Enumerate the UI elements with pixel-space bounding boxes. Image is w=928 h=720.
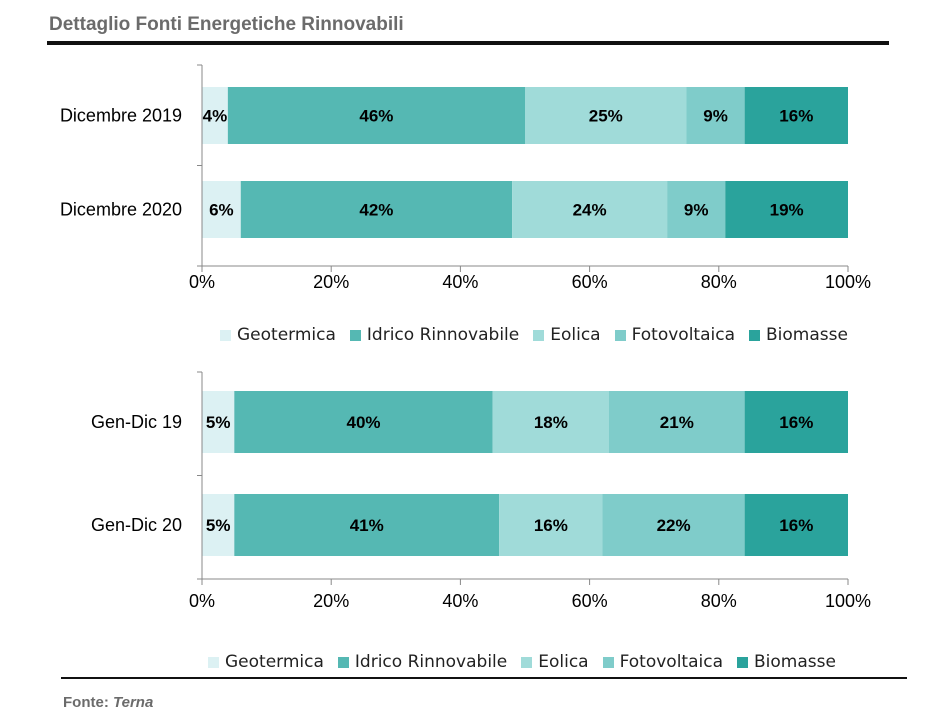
legend-label: Idrico Rinnovabile (354, 652, 508, 672)
footer-divider (61, 677, 907, 679)
bar-segment-idrico-rinnovabile-dicembre-2019 (227, 87, 525, 144)
legend-item-idrico-rinnovabile: Idrico Rinnovabile (349, 325, 520, 345)
bar-segment-eolica-dicembre-2020 (512, 181, 668, 238)
legend-item-eolica: Eolica (521, 652, 589, 672)
data-label-idrico-rinnovabile-gen-dic-20: 41% (350, 516, 384, 535)
data-label-eolica-gen-dic-19: 18% (534, 413, 568, 432)
legend-swatch (614, 329, 626, 341)
bar-segment-eolica-gen-dic-20 (499, 494, 603, 556)
legend-swatch (533, 329, 545, 341)
title-divider (47, 41, 889, 45)
legend-swatch (337, 656, 349, 668)
data-label-eolica-dicembre-2019: 25% (589, 107, 623, 126)
legend-label: Idrico Rinnovabile (366, 325, 520, 345)
chart-gen-dic: 5% 40% 18% 21% 16% Gen-Dic 19 5% 41% 16% 22% 16% Ge… (91, 371, 871, 611)
legend-item-fotovoltaica: Fotovoltaica (602, 652, 723, 672)
data-label-biomasse-dicembre-2019: 16% (779, 107, 813, 126)
legend-label: Geotermica (225, 652, 324, 672)
x-tick-label: 40% (442, 591, 478, 611)
data-label-idrico-rinnovabile-dicembre-2020: 42% (359, 201, 393, 220)
legend-label: Fotovoltaica (619, 652, 723, 672)
bar-segment-geotermica-gen-dic-20 (202, 494, 235, 556)
data-label-biomasse-dicembre-2020: 19% (770, 201, 804, 220)
source-value: Terna (113, 694, 154, 711)
data-label-idrico-rinnovabile-dicembre-2019: 46% (359, 107, 393, 126)
x-tick-label: 20% (313, 272, 349, 292)
data-label-geotermica-gen-dic-20: 5% (206, 516, 231, 535)
bar-segment-fotovoltaica-gen-dic-20 (602, 494, 745, 556)
legend-label: Eolica (538, 652, 589, 672)
bar-segment-idrico-rinnovabile-dicembre-2020 (240, 181, 513, 238)
bar-segment-biomasse-gen-dic-19 (744, 391, 848, 453)
data-label-idrico-rinnovabile-gen-dic-19: 40% (346, 413, 380, 432)
data-label-biomasse-gen-dic-20: 16% (779, 516, 813, 535)
legend-item-geotermica: Geotermica (208, 652, 324, 672)
x-tick-label: 80% (701, 591, 737, 611)
bar-segment-fotovoltaica-dicembre-2020 (667, 181, 726, 238)
bar-segment-idrico-rinnovabile-gen-dic-20 (234, 494, 500, 556)
category-label-gen-dic-19: Gen-Dic 19 (91, 412, 182, 432)
legend-item-biomasse: Biomasse (749, 325, 848, 345)
data-label-fotovoltaica-gen-dic-19: 21% (660, 413, 694, 432)
legend-item-fotovoltaica: Fotovoltaica (614, 325, 735, 345)
data-label-fotovoltaica-dicembre-2020: 9% (684, 201, 709, 220)
x-tick-label: 100% (825, 272, 871, 292)
legend-label: Biomasse (754, 652, 836, 672)
legend-swatch (521, 656, 533, 668)
legend-swatch (208, 656, 219, 668)
data-label-geotermica-dicembre-2019: 4% (203, 107, 228, 126)
category-label-dicembre-2020: Dicembre 2020 (60, 200, 182, 220)
legend-item-idrico-rinnovabile: Idrico Rinnovabile (337, 652, 508, 672)
legend-swatch (220, 329, 231, 341)
legend-swatch (737, 656, 748, 668)
x-tick-label: 100% (825, 591, 871, 611)
legend-label: Fotovoltaica (631, 325, 735, 345)
legend-label: Biomasse (766, 325, 848, 345)
x-tick-label: 0% (189, 591, 215, 611)
data-label-geotermica-gen-dic-19: 5% (206, 413, 231, 432)
data-label-biomasse-gen-dic-19: 16% (779, 413, 813, 432)
data-label-eolica-dicembre-2020: 24% (573, 201, 607, 220)
source-note: Fonte: Terna (63, 694, 153, 711)
legend-gen-dic: Geotermica Idrico Rinnovabile Eolica Fotovo… (208, 652, 850, 672)
bar-segment-geotermica-gen-dic-19 (202, 391, 235, 453)
x-tick-label: 40% (442, 272, 478, 292)
data-label-fotovoltaica-gen-dic-20: 22% (657, 516, 691, 535)
data-label-fotovoltaica-dicembre-2019: 9% (703, 107, 728, 126)
legend-swatch (749, 329, 760, 341)
legend-label: Geotermica (237, 325, 336, 345)
bar-segment-biomasse-gen-dic-20 (744, 494, 848, 556)
legend-item-biomasse: Biomasse (737, 652, 836, 672)
x-tick-label: 60% (572, 591, 608, 611)
bar-segment-fotovoltaica-dicembre-2019 (686, 87, 745, 144)
bar-segment-geotermica-dicembre-2020 (202, 181, 241, 238)
legend-label: Eolica (550, 325, 601, 345)
x-tick-label: 60% (572, 272, 608, 292)
bar-segment-eolica-dicembre-2019 (525, 87, 687, 144)
legend-swatch (349, 329, 361, 341)
bar-segment-geotermica-dicembre-2019 (202, 87, 228, 144)
bar-segment-idrico-rinnovabile-gen-dic-19 (234, 391, 493, 453)
source-label: Fonte: (63, 694, 109, 711)
legend-december: Geotermica Idrico Rinnovabile Eolica Fotovo… (220, 325, 862, 345)
bar-segment-biomasse-dicembre-2019 (744, 87, 848, 144)
page-title: Dettaglio Fonti Energetiche Rinnovabili (49, 14, 404, 35)
x-tick-label: 20% (313, 591, 349, 611)
data-label-geotermica-dicembre-2020: 6% (209, 201, 234, 220)
legend-swatch (602, 656, 614, 668)
bar-segment-biomasse-dicembre-2020 (725, 181, 848, 238)
category-label-dicembre-2019: Dicembre 2019 (60, 106, 182, 126)
chart-december: 4% 46% 25% 9% 16% Dicembre 2019 6% 42% 24% 9% 19% D… (60, 64, 871, 292)
legend-item-eolica: Eolica (533, 325, 601, 345)
bar-segment-eolica-gen-dic-19 (492, 391, 609, 453)
x-tick-label: 0% (189, 272, 215, 292)
category-label-gen-dic-20: Gen-Dic 20 (91, 515, 182, 535)
legend-item-geotermica: Geotermica (220, 325, 336, 345)
x-tick-label: 80% (701, 272, 737, 292)
bar-segment-fotovoltaica-gen-dic-19 (608, 391, 745, 453)
data-label-eolica-gen-dic-20: 16% (534, 516, 568, 535)
